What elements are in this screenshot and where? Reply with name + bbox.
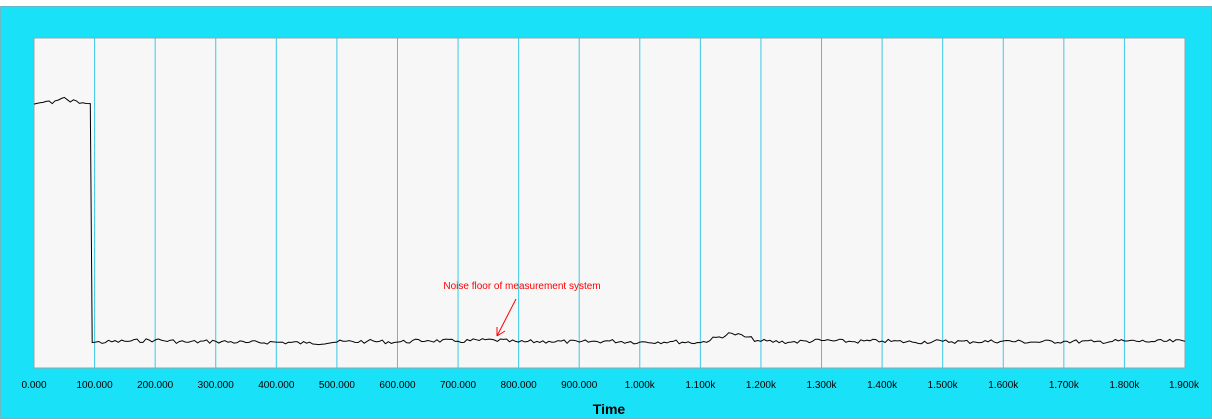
x-tick-label: 300.000 [198, 380, 235, 391]
x-tick-label: 1.400k [867, 380, 898, 391]
x-tick-labels: 0.000 100.000 200.000 300.000 400.000 500.000… [21, 380, 1200, 391]
annotation-text: Noise floor of measurement system [443, 281, 600, 292]
annotation-arrow-shaft [496, 298, 517, 337]
x-tick-label: 1.000k [625, 380, 656, 391]
x-tick-label: 1.600k [988, 380, 1019, 391]
x-tick-label: 0.000 [21, 380, 46, 391]
vertical-gridlines [94, 38, 1125, 368]
noise-floor-annotation: Noise floor of measurement system [443, 281, 601, 337]
top-strip [0, 0, 1212, 6]
x-tick-label: 400.000 [258, 380, 295, 391]
signal-trace [33, 96, 1186, 346]
x-tick-label: 700.000 [440, 380, 477, 391]
x-tick-label: 100.000 [77, 380, 114, 391]
x-tick-label: 1.800k [1109, 380, 1140, 391]
x-tick-label: 1.300k [807, 380, 838, 391]
x-tick-label: 800.000 [501, 380, 538, 391]
x-tick-label: 1.500k [928, 380, 959, 391]
x-tick-label: 1.100k [685, 380, 716, 391]
x-tick-label: 1.900k [1169, 380, 1200, 391]
x-tick-label: 500.000 [319, 380, 356, 391]
x-axis-title: Time [593, 401, 626, 417]
plot-area [33, 37, 1186, 369]
x-tick-label: 900.000 [561, 380, 598, 391]
x-tick-label: 600.000 [379, 380, 416, 391]
annotation-arrowhead [496, 327, 506, 337]
x-tick-label: 1.700k [1049, 380, 1080, 391]
x-tick-label: 200.000 [137, 380, 174, 391]
x-tick-label: 1.200k [746, 380, 777, 391]
